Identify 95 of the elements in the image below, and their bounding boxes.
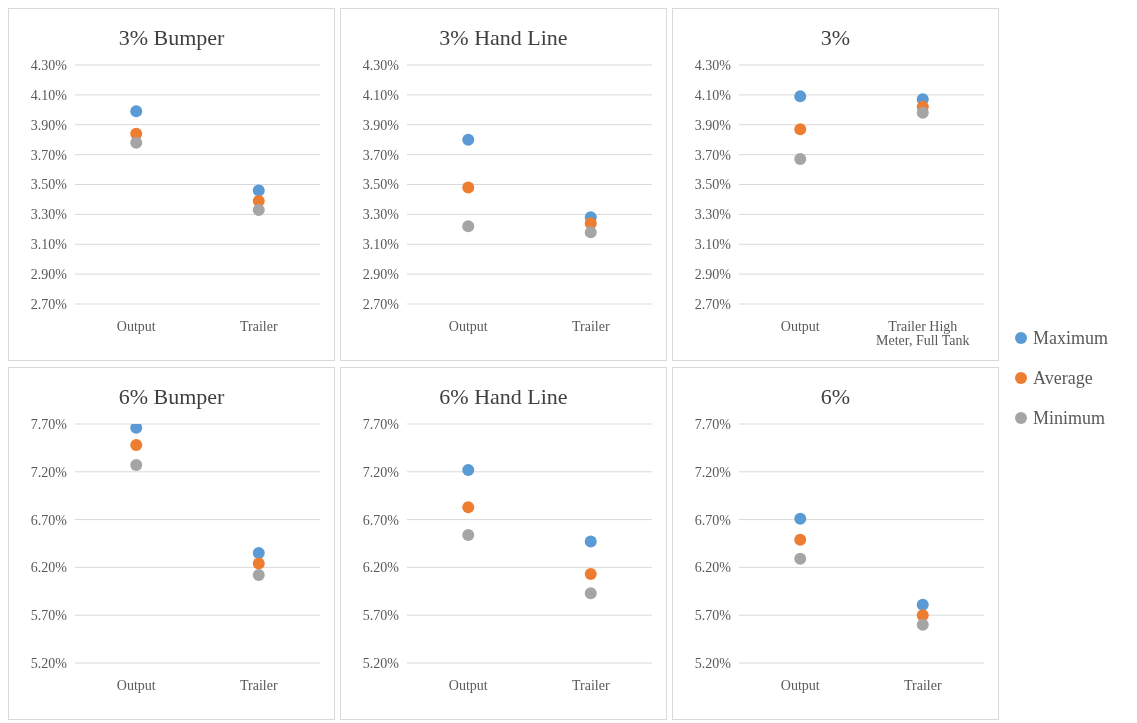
point [916,106,929,119]
y-tick-label: 7.20% [694,464,732,480]
y-tick-label: 5.70% [362,608,400,624]
y-tick-label: 3.70% [30,147,68,163]
y-tick-label: 4.30% [362,57,400,73]
y-tick-label: 2.90% [362,267,400,283]
y-tick-label: 5.70% [30,608,68,624]
x-tick-label: Output [116,318,156,334]
legend-label: Maximum [1033,327,1108,349]
y-tick-label: 6.70% [694,512,732,528]
point [794,552,807,565]
point [794,90,807,103]
y-tick-label: 4.10% [30,87,68,103]
point [252,557,265,570]
point [794,153,807,166]
legend-label: Average [1033,367,1093,389]
point [916,598,929,611]
point [252,203,265,216]
point [130,105,143,118]
point [252,569,265,582]
x-tick-label: Output [116,677,156,693]
point [584,226,597,239]
point [130,459,143,472]
point [252,547,265,560]
point [794,512,807,525]
y-tick-label: 4.30% [30,57,68,73]
y-tick-label: 7.20% [362,464,400,480]
point [130,439,143,452]
y-tick-label: 3.50% [362,177,400,193]
x-tick-label: Trailer [903,677,942,693]
chart-title: 3% [819,24,852,52]
y-tick-label: 3.10% [362,237,400,253]
y-tick-label: 7.70% [30,416,68,432]
point [584,587,597,600]
y-tick-label: 3.30% [362,207,400,223]
y-tick-label: 2.90% [30,267,68,283]
x-tick-label: Output [780,677,820,693]
y-tick-label: 5.70% [694,608,732,624]
chart-title: 6% Bumper [117,383,226,411]
point [462,463,475,476]
point [130,136,143,149]
y-tick-label: 3.90% [694,117,732,133]
point [462,501,475,514]
point [252,184,265,197]
point [130,424,143,434]
y-tick-label: 2.70% [30,296,68,312]
point [462,181,475,194]
point [462,133,475,146]
y-tick-label: 6.70% [362,512,400,528]
y-tick-label: 5.20% [362,655,400,671]
y-tick-label: 3.90% [362,117,400,133]
x-tick-label: Trailer High Meter, Full Tank [876,318,970,349]
point [794,533,807,546]
y-tick-label: 3.10% [30,237,68,253]
y-tick-label: 7.70% [694,416,732,432]
y-tick-label: 3.90% [30,117,68,133]
chart-title: 6% [819,383,852,411]
chart-title: 3% Hand Line [438,24,569,52]
y-tick-label: 5.20% [30,655,68,671]
y-tick-label: 3.50% [30,177,68,193]
point [584,535,597,548]
chart-title: 3% Bumper [117,24,226,52]
y-tick-label: 2.90% [694,267,732,283]
y-tick-label: 4.10% [694,87,732,103]
x-tick-label: Output [448,677,488,693]
point [462,528,475,541]
y-tick-label: 6.70% [30,512,68,528]
y-tick-label: 6.20% [30,560,68,576]
y-tick-label: 7.70% [362,416,400,432]
y-tick-label: 3.30% [694,207,732,223]
y-tick-label: 3.70% [694,147,732,163]
y-tick-label: 3.50% [694,177,732,193]
x-tick-label: Trailer [571,318,610,334]
point [794,123,807,136]
x-tick-label: Trailer [239,677,278,693]
point [584,568,597,581]
y-tick-label: 2.70% [362,296,400,312]
point [916,618,929,631]
y-tick-label: 4.10% [362,87,400,103]
y-tick-label: 2.70% [694,296,732,312]
y-tick-label: 6.20% [362,560,400,576]
legend-label: Minimum [1033,407,1106,429]
x-tick-label: Output [780,318,820,334]
x-tick-label: Trailer [239,318,278,334]
y-tick-label: 6.20% [694,560,732,576]
y-tick-label: 7.20% [30,464,68,480]
chart-title: 6% Hand Line [438,383,569,411]
point [462,220,475,233]
y-tick-label: 3.10% [694,237,732,253]
y-tick-label: 4.30% [694,57,732,73]
y-tick-label: 3.30% [30,207,68,223]
y-tick-label: 5.20% [694,655,732,671]
x-tick-label: Trailer [571,677,610,693]
x-tick-label: Output [448,318,488,334]
y-tick-label: 3.70% [362,147,400,163]
